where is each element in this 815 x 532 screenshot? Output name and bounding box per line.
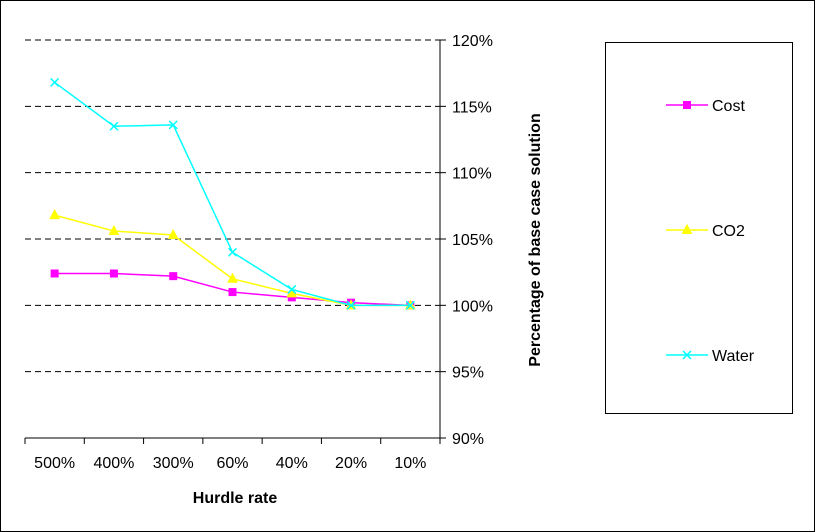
data-point-co2 <box>108 224 120 236</box>
y-tick-label: 110% <box>452 166 492 183</box>
x-tick-label: 500% <box>34 455 75 472</box>
x-tick-label: 20% <box>335 455 367 472</box>
data-point-cost <box>50 269 59 278</box>
legend-marker-co2 <box>681 223 693 234</box>
y-axis-title: Percentage of base case solution <box>527 113 544 366</box>
y-tick-label: 115% <box>452 99 492 116</box>
legend-marker-cost <box>683 101 691 109</box>
x-tick-label: 40% <box>276 455 308 472</box>
legend-label-co2: CO2 <box>712 223 745 240</box>
data-point-co2 <box>227 272 238 283</box>
legend-box <box>605 42 793 414</box>
legend-label-water: Water <box>712 348 755 365</box>
data-point-water <box>109 121 119 131</box>
x-tick-label: 300% <box>153 455 194 472</box>
x-tick-label: 60% <box>216 455 248 472</box>
y-tick-label: 120% <box>452 33 493 50</box>
legend-marker-water <box>682 350 692 360</box>
x-tick-label: 10% <box>394 455 426 472</box>
legend-label-cost: Cost <box>712 98 745 115</box>
data-point-water <box>287 284 297 294</box>
data-point-co2 <box>167 228 179 240</box>
data-series <box>49 77 416 310</box>
data-point-cost <box>169 272 178 281</box>
data-point-cost <box>228 288 237 297</box>
y-tick-label: 105% <box>452 232 493 249</box>
data-point-co2 <box>49 209 60 220</box>
y-tick-label: 90% <box>452 431 484 448</box>
data-point-cost <box>109 269 118 278</box>
x-axis-title: Hurdle rate <box>193 490 278 507</box>
x-tick-label: 400% <box>93 455 134 472</box>
y-tick-label: 95% <box>452 365 484 382</box>
axes: 90% 95% 100% 105% 110% 115% 120% 500% 400% 300% 60… <box>24 33 493 472</box>
data-point-water <box>227 247 238 257</box>
data-point-water <box>50 77 60 87</box>
legend: Cost CO2 Water <box>605 42 793 414</box>
data-point-water <box>405 300 415 310</box>
data-point-water <box>346 300 356 310</box>
data-point-water <box>168 120 178 130</box>
y-tick-label: 100% <box>452 298 493 315</box>
